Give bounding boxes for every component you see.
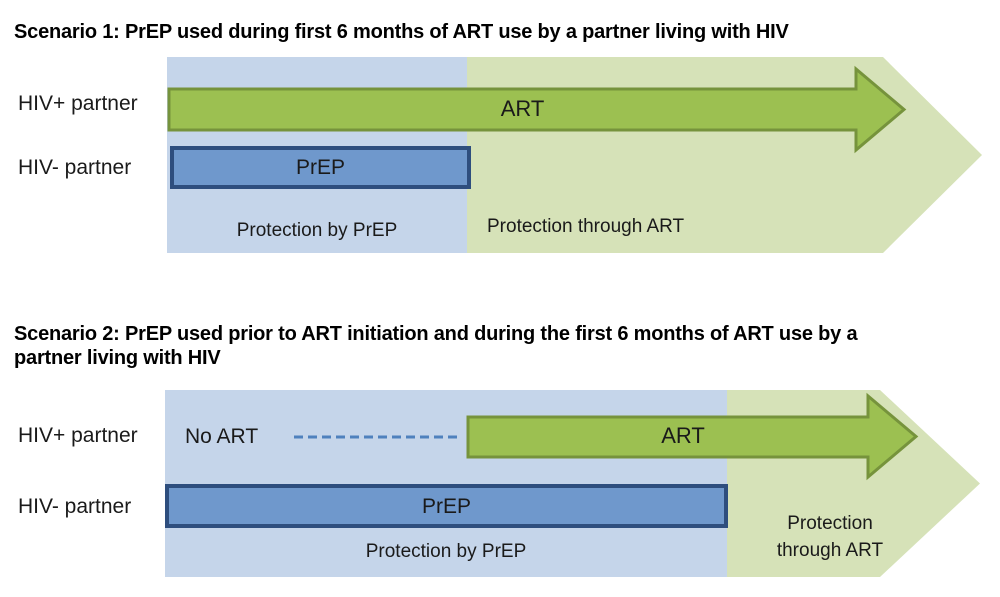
scenario1-art-arrow [167,65,907,154]
scenario1-prep-bar [170,146,471,189]
scenario1-prep-bar-label: PrEP [295,156,345,179]
scenario2-protection-by-prep-label: Protection by PrEP [365,541,527,562]
scenario2-prep-bar [165,484,728,528]
scenario-2-title: Scenario 2: PrEP used prior to ART initi… [14,323,858,369]
scenario2-no-art-label: No ART [185,425,259,448]
scenario1-row-label-hiv-negative: HIV- partner [18,156,132,179]
scenario2-row-label-hiv-negative: HIV- partner [18,495,132,518]
scenario2-protection-through-art-label: Protection through ART [776,513,884,561]
scenario2-prep-bar-label: PrEP [421,495,471,518]
scenario1-protection-through-art-label: Protection through ART [487,216,685,237]
scenario2-row-label-hiv-positive: HIV+ partner [18,424,138,447]
scenario2-art-arrow-label: ART [661,423,705,448]
scenario1-art-arrow-label: ART [500,96,545,121]
scenario2-art-arrow [466,392,919,481]
scenario1-protection-by-prep-label: Protection by PrEP [236,220,398,241]
scenario-1-title: Scenario 1: PrEP used during first 6 mon… [14,21,789,43]
scenario1-row-label-hiv-positive: HIV+ partner [18,92,138,115]
